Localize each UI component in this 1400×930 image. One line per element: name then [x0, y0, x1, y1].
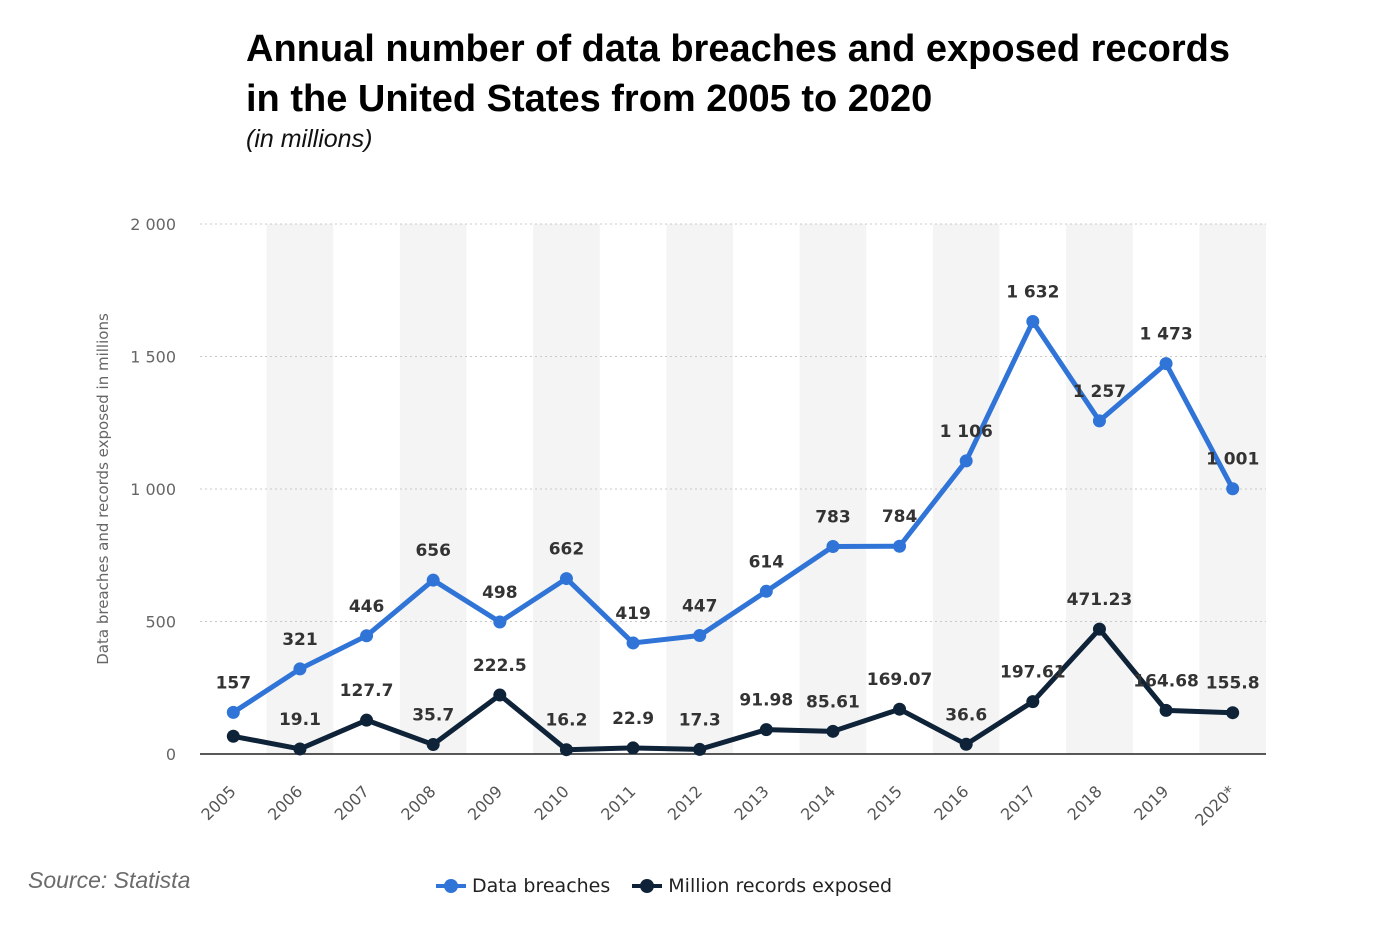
legend-label: Data breaches — [472, 875, 611, 897]
data-label: 164.68 — [1133, 671, 1199, 691]
data-label: 169.07 — [867, 670, 933, 690]
data-label: 222.5 — [473, 656, 527, 676]
data-point — [493, 615, 507, 629]
data-point — [1226, 482, 1240, 496]
legend-item-data-breaches[interactable]: Data breaches — [436, 875, 610, 897]
data-point — [493, 688, 507, 702]
data-label: 1 106 — [940, 422, 993, 442]
series-line-1 — [230, 626, 1236, 753]
chart-title: Annual number of data breaches and expos… — [246, 28, 1231, 120]
data-point — [360, 629, 374, 643]
data-label: 446 — [349, 597, 385, 617]
data-point — [826, 540, 840, 554]
data-label: 19.1 — [279, 710, 321, 730]
data-label: 656 — [415, 541, 451, 561]
data-point — [1092, 414, 1106, 428]
x-tick-label: 2010 — [531, 782, 573, 824]
data-label: 35.7 — [412, 706, 454, 726]
data-label: 1 473 — [1139, 325, 1192, 345]
y-tick-label: 0 — [166, 745, 176, 764]
x-tick-label: 2011 — [597, 782, 639, 824]
data-point — [360, 713, 374, 727]
data-label: 127.7 — [340, 681, 394, 701]
data-label: 157 — [216, 673, 252, 693]
x-tick-label: 2005 — [197, 782, 239, 824]
y-tick-label: 2 000 — [130, 215, 176, 234]
y-axis-title: Data breaches and records exposed in mil… — [94, 313, 112, 665]
data-label: 419 — [615, 604, 651, 624]
x-tick-label: 2006 — [264, 782, 306, 824]
data-label: 471.23 — [1067, 590, 1133, 610]
data-point — [759, 723, 773, 737]
data-point — [893, 702, 907, 716]
data-point — [1159, 703, 1173, 717]
data-point — [959, 454, 973, 468]
y-tick-label: 1 500 — [130, 348, 176, 367]
data-label: 1 001 — [1206, 450, 1259, 470]
data-label: 36.6 — [945, 705, 987, 725]
legend-marker-icon — [436, 879, 466, 893]
data-point — [826, 724, 840, 738]
data-point — [1026, 315, 1040, 329]
data-point — [959, 737, 973, 751]
x-tick-label: 2009 — [464, 782, 506, 824]
data-label: 783 — [815, 508, 851, 528]
data-point — [626, 741, 640, 755]
data-point — [1026, 695, 1040, 709]
data-label: 17.3 — [679, 710, 721, 730]
data-point — [293, 662, 307, 676]
legend-marker-icon — [632, 879, 663, 893]
x-tick-label: 2015 — [864, 782, 906, 824]
data-point — [893, 539, 907, 553]
series-line-0 — [230, 319, 1236, 715]
data-label: 784 — [882, 507, 918, 527]
legend-item-records-exposed[interactable]: Million records exposed — [632, 875, 892, 897]
data-point — [1226, 706, 1240, 720]
data-label: 1 632 — [1006, 283, 1059, 303]
data-label: 22.9 — [612, 709, 654, 729]
y-tick-label: 1 000 — [130, 480, 176, 499]
x-tick-label: 2020* — [1191, 782, 1239, 830]
data-point — [426, 738, 440, 752]
data-point — [693, 629, 707, 643]
data-label: 91.98 — [739, 691, 793, 711]
data-label: 1 257 — [1073, 382, 1126, 402]
data-point — [426, 573, 440, 587]
legend-label: Million records exposed — [668, 875, 893, 897]
data-label: 155.8 — [1206, 674, 1260, 694]
x-tick-label: 2016 — [930, 782, 972, 824]
x-tick-label: 2019 — [1130, 782, 1172, 824]
data-label: 321 — [282, 630, 318, 650]
title-block: Annual number of data breaches and expos… — [246, 24, 1246, 154]
data-point — [559, 743, 573, 757]
x-tick-label: 2007 — [331, 782, 373, 824]
data-label: 197.61 — [1000, 663, 1066, 683]
data-label: 498 — [482, 583, 518, 603]
data-label: 614 — [749, 552, 785, 572]
data-point — [626, 636, 640, 650]
data-point — [1092, 622, 1106, 636]
data-point — [759, 584, 773, 598]
data-label: 16.2 — [545, 711, 587, 731]
x-tick-label: 2018 — [1064, 782, 1106, 824]
x-tick-label: 2008 — [397, 782, 439, 824]
line-chart: 0 500 1 000 1 500 2 000 2005 2006 2007 2008 2009 2… — [94, 215, 1266, 830]
x-tick-label: 2017 — [997, 782, 1039, 824]
source-note: Source: Statista — [28, 867, 191, 893]
data-point — [693, 742, 707, 756]
data-label: 85.61 — [806, 692, 860, 712]
data-point — [1159, 357, 1173, 371]
data-point — [226, 705, 240, 719]
data-point — [559, 572, 573, 586]
legend: Data breaches Million records exposed — [436, 875, 892, 897]
data-point — [226, 729, 240, 743]
x-tick-label: 2013 — [730, 782, 772, 824]
data-point — [293, 742, 307, 756]
x-tick-label: 2014 — [797, 782, 839, 824]
y-tick-label: 500 — [145, 613, 176, 632]
chart-subtitle: (in millions) — [246, 125, 373, 153]
data-label: 662 — [549, 540, 585, 560]
x-tick-label: 2012 — [664, 782, 706, 824]
data-label: 447 — [682, 597, 718, 617]
